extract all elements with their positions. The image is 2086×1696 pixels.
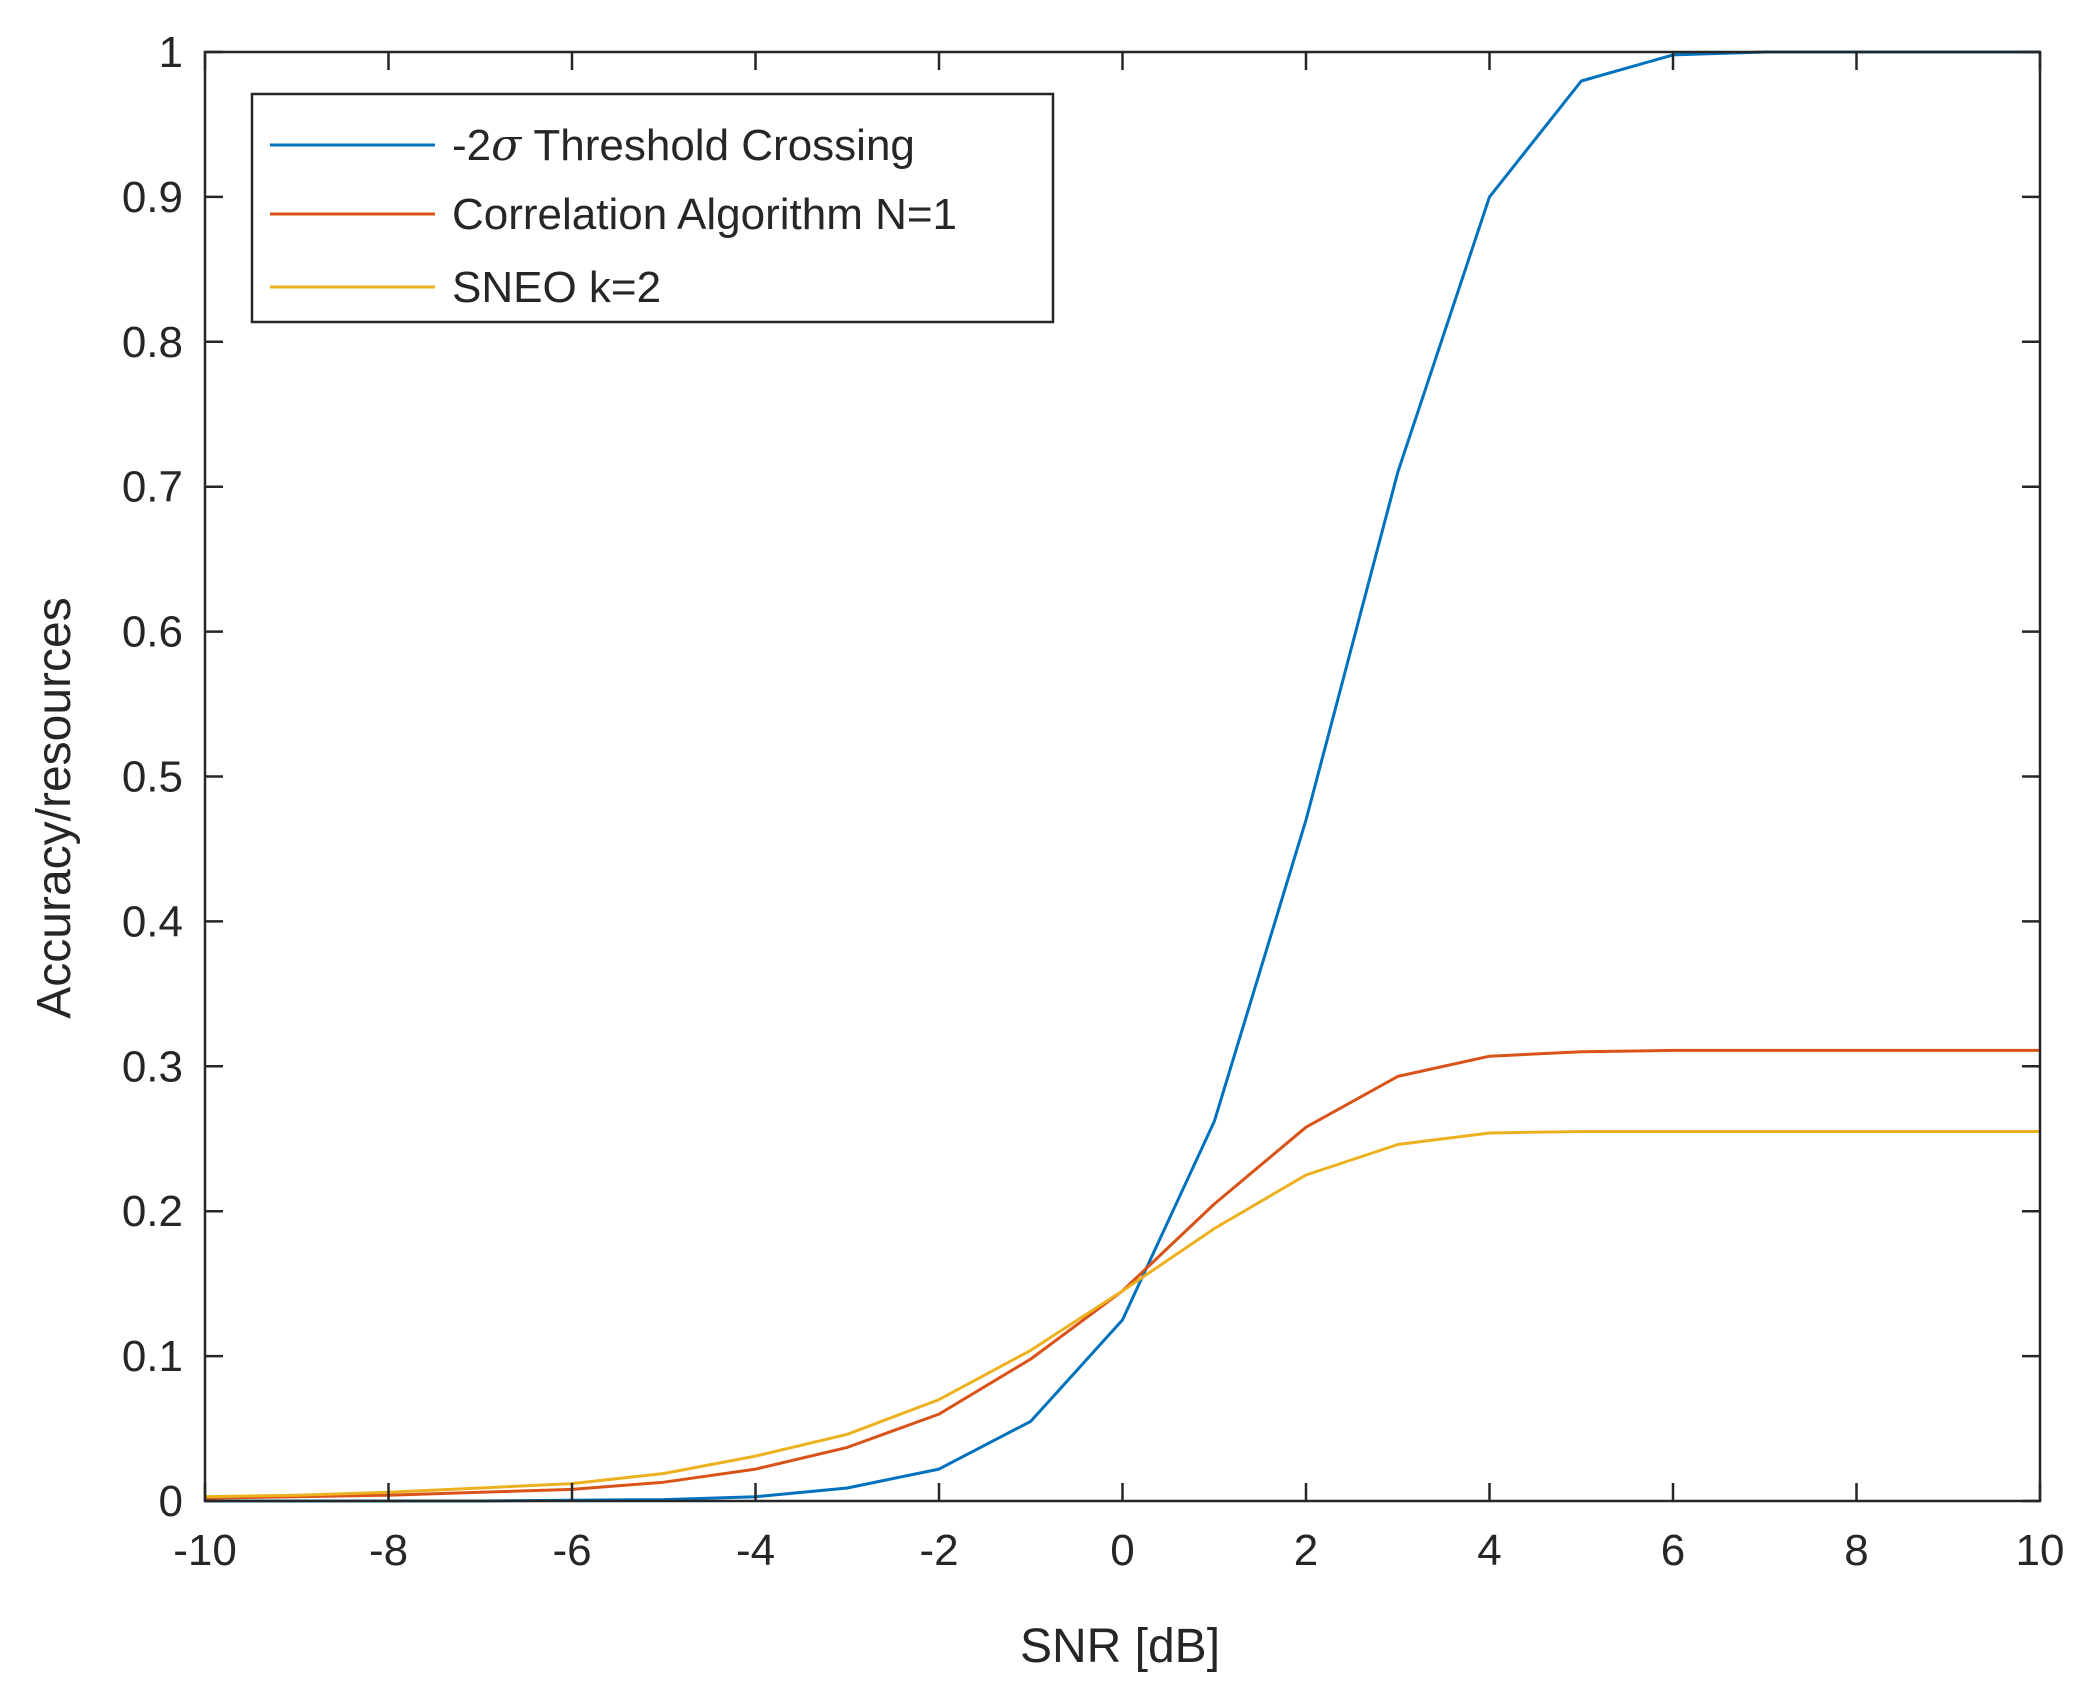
- y-tick-label: 0.5: [122, 753, 183, 802]
- y-axis-title: Accuracy/resources: [28, 597, 81, 1018]
- y-tick-label: 0.3: [122, 1042, 183, 1091]
- y-tick-label: 0.9: [122, 173, 183, 222]
- y-tick-label: 0.6: [122, 608, 183, 657]
- y-tick-label: 0.1: [122, 1332, 183, 1381]
- x-tick-label: 4: [1477, 1526, 1501, 1575]
- x-tick-label: -2: [919, 1526, 958, 1575]
- x-tick-label: -6: [552, 1526, 591, 1575]
- y-tick-label: 0: [159, 1477, 183, 1526]
- legend-label-2: Correlation Algorithm N=1: [452, 190, 957, 239]
- legend-box: [250, 92, 1055, 324]
- x-tick-label: 8: [1844, 1526, 1868, 1575]
- x-tick-label: 0: [1110, 1526, 1134, 1575]
- y-tick-label: 0.8: [122, 318, 183, 367]
- y-tick-label: 0.2: [122, 1187, 183, 1236]
- x-axis-title: SNR [dB]: [1020, 1620, 1220, 1673]
- legend-label-prefix: -2: [452, 121, 491, 170]
- series-line-3: [204, 1130, 2040, 1499]
- legend-label-3: SNEO k=2: [452, 263, 661, 312]
- axes-layer: -10 -8 -6 -4 -2 0 2 4 6 8 10 0 0.1 0.2 0.3 0.4 0.5 0.6 0.7…: [122, 28, 2065, 1575]
- x-tick-label: -10: [173, 1526, 237, 1575]
- x-tick-label: 2: [1294, 1526, 1318, 1575]
- x-tick-label: -8: [369, 1526, 408, 1575]
- sigma-symbol: σ: [491, 120, 523, 171]
- legend-label-suffix: Threshold Crossing: [521, 121, 915, 170]
- y-tick-label: 0.4: [122, 897, 183, 946]
- x-tick-label: 10: [2016, 1526, 2065, 1575]
- legend: -2σ Threshold Crossing Correlation Algori…: [250, 92, 1055, 324]
- x-tick-label: 6: [1661, 1526, 1685, 1575]
- x-tick-label: -4: [736, 1526, 775, 1575]
- y-tick-label: 0.7: [122, 463, 183, 512]
- y-tick-label: 1: [159, 28, 183, 77]
- legend-label-1: -2σ Threshold Crossing: [452, 120, 915, 171]
